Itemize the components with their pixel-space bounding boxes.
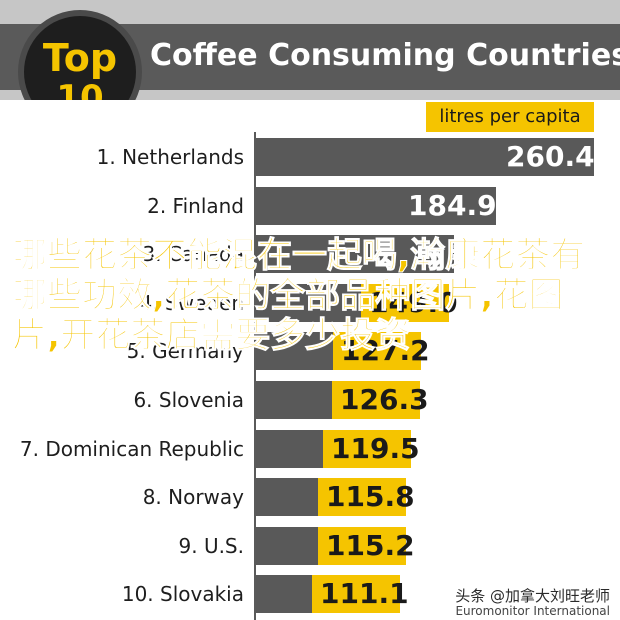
chart-title: Coffee Consuming Countries	[150, 38, 620, 73]
watermark: 头条 @加拿大刘旺老师	[455, 587, 610, 605]
bar-value-label: 260.4	[506, 140, 595, 173]
bar-value-label: 115.8	[318, 478, 415, 517]
bar-value-label: 184.9	[408, 188, 497, 222]
bar	[256, 138, 594, 176]
category-label: 8. Norway	[142, 485, 244, 510]
category-label: 2. Finland	[147, 193, 244, 218]
bar-value-label: 149.0	[361, 283, 458, 322]
category-label: 4. Sweden	[139, 290, 244, 315]
overlay-text: 哪些花茶不能混在一起喝,瀚康花茶有哪些功效,花茶的全部品种图片,花图片,开花茶店…	[12, 236, 586, 357]
top-ten-badge: Top 10	[18, 10, 142, 100]
badge-top-text: Top	[42, 36, 118, 80]
category-label: 9. U.S.	[178, 533, 245, 558]
bar-value-label: 127.2	[333, 332, 430, 371]
source-credit: Euromonitor International	[455, 604, 610, 618]
badge-number: 10	[56, 78, 104, 100]
bar-value-label: 115.2	[318, 526, 415, 565]
bar-value-label: 126.3	[332, 381, 429, 419]
category-label: 3. Canada	[142, 242, 244, 267]
category-label: 10. Slovakia	[121, 582, 244, 607]
header-banner: Top 10 Coffee Consuming Countries	[0, 0, 620, 100]
category-label: 7. Dominican Republic	[19, 436, 244, 461]
unit-label: litres per capita	[426, 102, 594, 132]
bar	[256, 186, 496, 225]
category-label: 1. Netherlands	[96, 145, 244, 169]
bar	[256, 235, 454, 274]
bar-value-label: 111.1	[312, 575, 409, 614]
chart-axis	[254, 132, 256, 620]
bar-value-label: 119.5	[323, 429, 420, 468]
category-label: 6. Slovenia	[133, 388, 244, 412]
category-label: 5. Germany	[126, 339, 244, 364]
